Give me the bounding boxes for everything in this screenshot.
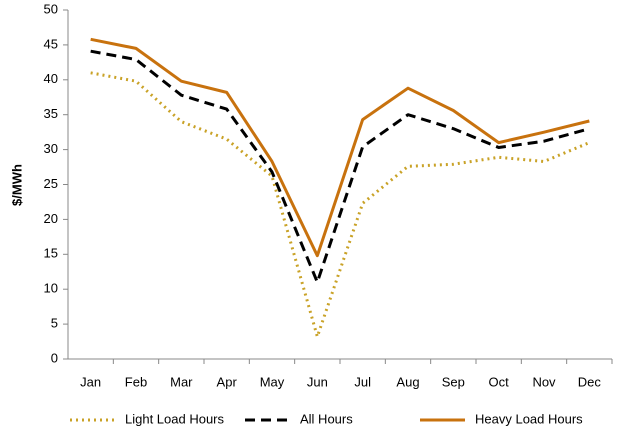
- y-tick-label: 30: [44, 141, 58, 156]
- x-tick-label: Sep: [442, 374, 465, 389]
- x-tick-label: Dec: [578, 374, 602, 389]
- x-tick-label: Aug: [396, 374, 419, 389]
- x-tick-label: Oct: [489, 374, 510, 389]
- x-tick-label: Nov: [532, 374, 556, 389]
- x-tick-label: Jan: [80, 374, 101, 389]
- series-line: [90, 37, 590, 258]
- x-tick-label: Apr: [217, 374, 238, 389]
- series-line: [90, 49, 590, 284]
- y-tick-label: 0: [51, 350, 58, 365]
- y-tick-label: 5: [51, 316, 58, 331]
- y-tick-label: 15: [44, 246, 58, 261]
- x-tick-label: Feb: [125, 374, 147, 389]
- x-tick-label: Jul: [354, 374, 371, 389]
- y-tick-label: 40: [44, 71, 58, 86]
- x-tick-label: Jun: [307, 374, 328, 389]
- y-tick-label: 25: [44, 176, 58, 191]
- y-tick-label: 35: [44, 106, 58, 121]
- y-tick-label: 50: [44, 1, 58, 16]
- x-tick-label: Mar: [170, 374, 193, 389]
- legend-label: Heavy Load Hours: [475, 411, 583, 426]
- y-tick-label: 10: [44, 281, 58, 296]
- y-tick-label: 20: [44, 211, 58, 226]
- y-tick-label: 45: [44, 36, 58, 51]
- x-tick-label: May: [260, 374, 285, 389]
- legend-label: All Hours: [300, 411, 353, 426]
- series-line: [90, 71, 590, 339]
- y-axis-label: $/MWh: [9, 164, 24, 206]
- legend-label: Light Load Hours: [125, 411, 225, 426]
